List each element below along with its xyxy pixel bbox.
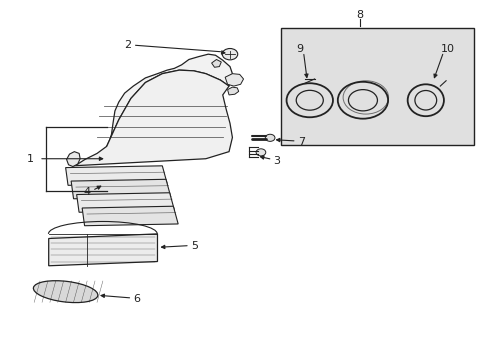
Circle shape — [265, 134, 274, 141]
Text: 7: 7 — [297, 137, 304, 147]
Text: 5: 5 — [191, 240, 198, 251]
Polygon shape — [73, 70, 232, 166]
Text: 6: 6 — [133, 294, 140, 305]
Circle shape — [256, 149, 265, 156]
Text: 4: 4 — [83, 188, 91, 197]
Polygon shape — [66, 152, 80, 167]
Polygon shape — [65, 166, 167, 185]
Polygon shape — [49, 234, 157, 266]
Text: 9: 9 — [296, 44, 303, 54]
Ellipse shape — [33, 281, 98, 303]
Polygon shape — [224, 74, 243, 86]
Polygon shape — [71, 179, 170, 199]
Polygon shape — [77, 193, 174, 212]
Text: 10: 10 — [440, 44, 454, 54]
Text: 2: 2 — [123, 40, 131, 50]
Text: 3: 3 — [273, 156, 280, 166]
Circle shape — [222, 49, 237, 60]
Polygon shape — [82, 206, 178, 226]
Polygon shape — [106, 54, 232, 146]
Polygon shape — [211, 59, 221, 67]
Bar — [280, 28, 473, 145]
Polygon shape — [227, 87, 238, 95]
Text: 8: 8 — [355, 10, 363, 20]
Text: 1: 1 — [27, 154, 34, 164]
